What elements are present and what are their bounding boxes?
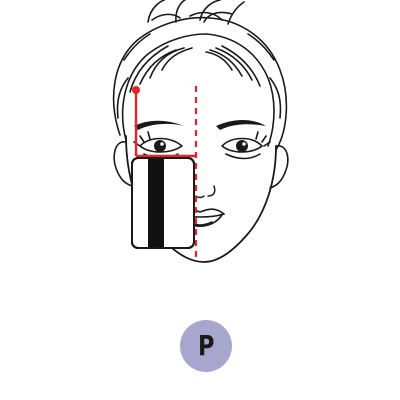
credit-card (131, 157, 195, 249)
eyes (133, 131, 271, 160)
guide-dot (132, 86, 140, 94)
red-guides (132, 86, 198, 258)
card-magnetic-stripe (148, 158, 164, 248)
ears (113, 141, 289, 189)
badge-letter: P (197, 329, 215, 362)
letter-badge: P (180, 320, 232, 372)
eyebrows (134, 120, 266, 130)
hair (112, 16, 288, 151)
hair-bun (147, 0, 245, 25)
